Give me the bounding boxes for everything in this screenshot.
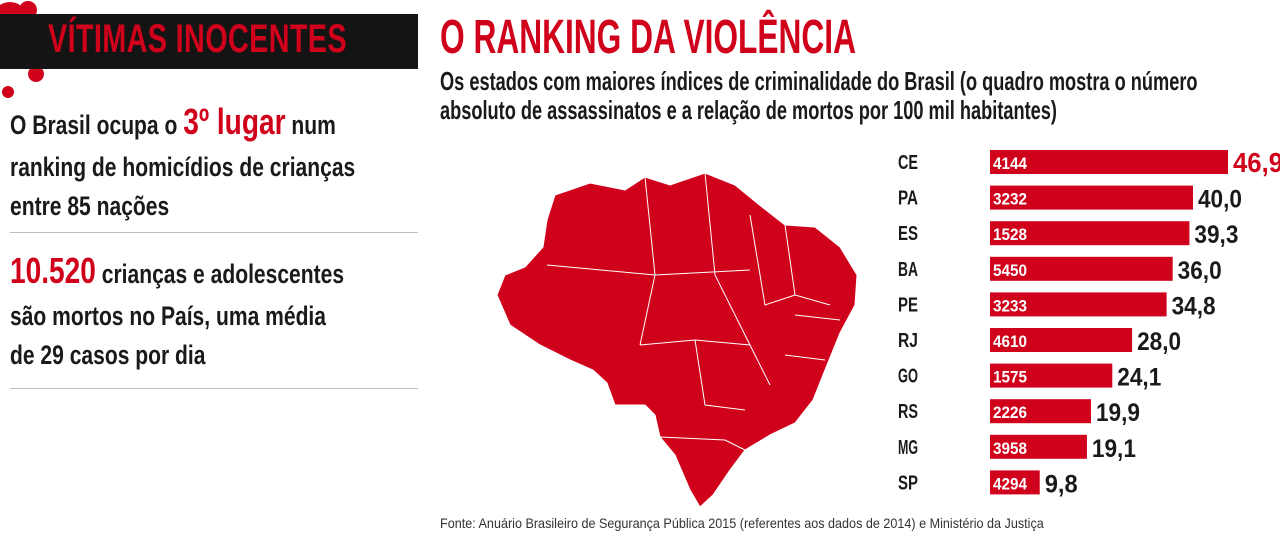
category-label: RS	[898, 401, 918, 423]
rate-value-label: 34,8	[1172, 292, 1216, 320]
absolute-murders-label: 3232	[993, 190, 1027, 209]
absolute-murders-label: 5450	[993, 261, 1027, 280]
left-panel-title: VÍTIMAS INOCENTES	[48, 17, 347, 61]
category-label: PA	[898, 188, 918, 210]
absolute-murders-label: 1575	[993, 368, 1027, 387]
category-label: BA	[898, 259, 918, 281]
bar	[990, 363, 1113, 388]
left-title-band	[0, 14, 418, 69]
source-note: Fonte: Anuário Brasileiro de Segurança P…	[440, 515, 1044, 531]
absolute-murders-label: 3233	[993, 296, 1027, 315]
divider-1	[10, 232, 418, 233]
bar	[990, 292, 1167, 317]
bar	[990, 256, 1173, 281]
bar	[990, 150, 1228, 174]
divider-2	[10, 388, 418, 389]
absolute-murders-label: 4144	[993, 154, 1027, 173]
fact-2-line2: são mortos no País, uma média	[10, 301, 326, 332]
fact-2: 10.520 crianças e adolescentes são morto…	[10, 245, 344, 375]
rate-value-label: 46,9	[1233, 147, 1280, 178]
fact-1-line3: entre 85 nações	[10, 191, 170, 222]
category-label: RJ	[898, 330, 918, 352]
page-title: O RANKING DA VIOLÊNCIA	[440, 11, 856, 64]
absolute-murders-label: 3958	[993, 439, 1027, 458]
fact-1: O Brasil ocupa o 3º lugar num ranking de…	[10, 96, 355, 226]
category-label: CE	[898, 152, 918, 174]
bar	[990, 221, 1190, 246]
category-label: MG	[898, 437, 918, 459]
fact-2-post: crianças e adolescentes	[95, 259, 345, 289]
ranking-bar-chart: CE 4144 46,9 PA 3232 40,0 ES 1528 39,3 BA 5450 36,0…	[898, 147, 1280, 498]
absolute-murders-label: 1528	[993, 225, 1027, 244]
fact-1-pre: O Brasil ocupa o	[10, 110, 184, 140]
rate-value-label: 28,0	[1137, 328, 1181, 356]
rate-value-label: 19,9	[1096, 399, 1140, 427]
category-label: ES	[898, 223, 918, 245]
fact-1-post: num	[285, 110, 336, 140]
bar	[990, 399, 1091, 424]
category-label: SP	[898, 472, 918, 494]
absolute-murders-label: 4294	[993, 474, 1027, 493]
absolute-murders-label: 4610	[993, 332, 1027, 351]
subtitle-line-2: absoluto de assassinatos e a relação de …	[440, 95, 1057, 125]
fact-1-line2: ranking de homicídios de crianças	[10, 152, 356, 183]
fact-1-highlight: 3º lugar	[183, 101, 286, 142]
rate-value-label: 36,0	[1178, 257, 1222, 285]
rate-value-label: 39,3	[1194, 221, 1238, 249]
rate-value-label: 19,1	[1092, 435, 1136, 463]
bar	[990, 434, 1087, 459]
absolute-murders-label: 2226	[993, 403, 1027, 422]
state-borders	[546, 172, 841, 451]
rate-value-label: 40,0	[1198, 186, 1242, 214]
fact-2-highlight: 10.520	[10, 250, 96, 291]
category-label: GO	[898, 366, 918, 388]
brazil-map	[496, 172, 858, 508]
bar	[990, 470, 1040, 495]
rate-value-label: 24,1	[1117, 364, 1161, 392]
bar	[990, 328, 1133, 352]
fact-2-line3: de 29 casos por dia	[10, 340, 206, 371]
brazil-map-shape	[496, 172, 858, 508]
rate-value-label: 9,8	[1045, 470, 1078, 498]
subtitle-line-1: Os estados com maiores índices de crimin…	[440, 66, 1198, 96]
category-label: PE	[898, 294, 918, 316]
bar	[990, 185, 1193, 210]
